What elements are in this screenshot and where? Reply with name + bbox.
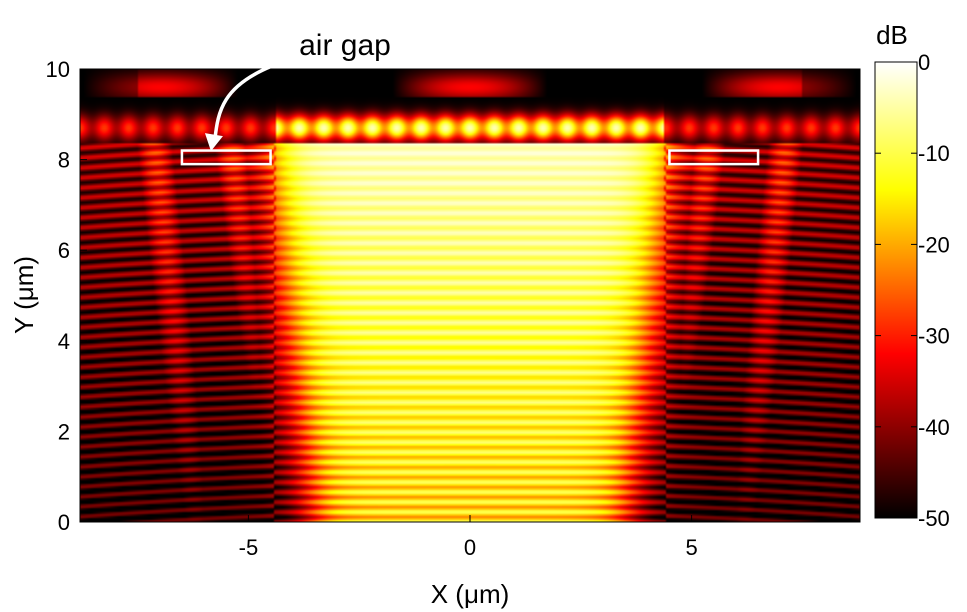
air-gap-arrow: [213, 64, 273, 140]
x-tick-label: -5: [239, 535, 259, 560]
colorbar-label: dB: [876, 20, 908, 50]
colorbar-tick-label: -40: [918, 415, 950, 440]
field-intensity-map: [80, 69, 860, 522]
x-axis-label: X (μm): [431, 579, 510, 609]
left-air-gap-box: [180, 149, 272, 166]
y-axis-ticks: 0 2 4 6 8 10: [46, 57, 87, 535]
x-axis-ticks: -5 0 5: [239, 515, 698, 560]
x-tick-label: 0: [464, 535, 476, 560]
colorbar-tick-label: -30: [918, 324, 950, 349]
y-tick-label: 2: [58, 419, 70, 444]
x-tick-label: 5: [685, 535, 697, 560]
air-gap-label: air gap: [299, 29, 391, 62]
colorbar-gradient: [874, 61, 918, 519]
colorbar-tick-label: -10: [918, 141, 950, 166]
air-gap-arrowhead: [204, 133, 223, 152]
y-tick-label: 10: [46, 57, 70, 82]
heatmap-plot: [79, 68, 861, 523]
y-tick-label: 6: [58, 238, 70, 263]
colorbar-tick-label: 0: [918, 50, 930, 75]
y-axis-label: Y (μm): [9, 256, 39, 334]
colorbar-tick-label: -20: [918, 232, 950, 257]
right-air-gap-box: [668, 149, 760, 166]
air-gap-annotation: air gap: [204, 29, 391, 152]
y-tick-label: 0: [58, 510, 70, 535]
colorbar-tick-label: -50: [918, 506, 950, 531]
y-tick-label: 8: [58, 148, 70, 173]
colorbar: dB 0 -10 -20 -30 -40 -50: [874, 20, 950, 531]
y-tick-label: 4: [58, 329, 70, 354]
